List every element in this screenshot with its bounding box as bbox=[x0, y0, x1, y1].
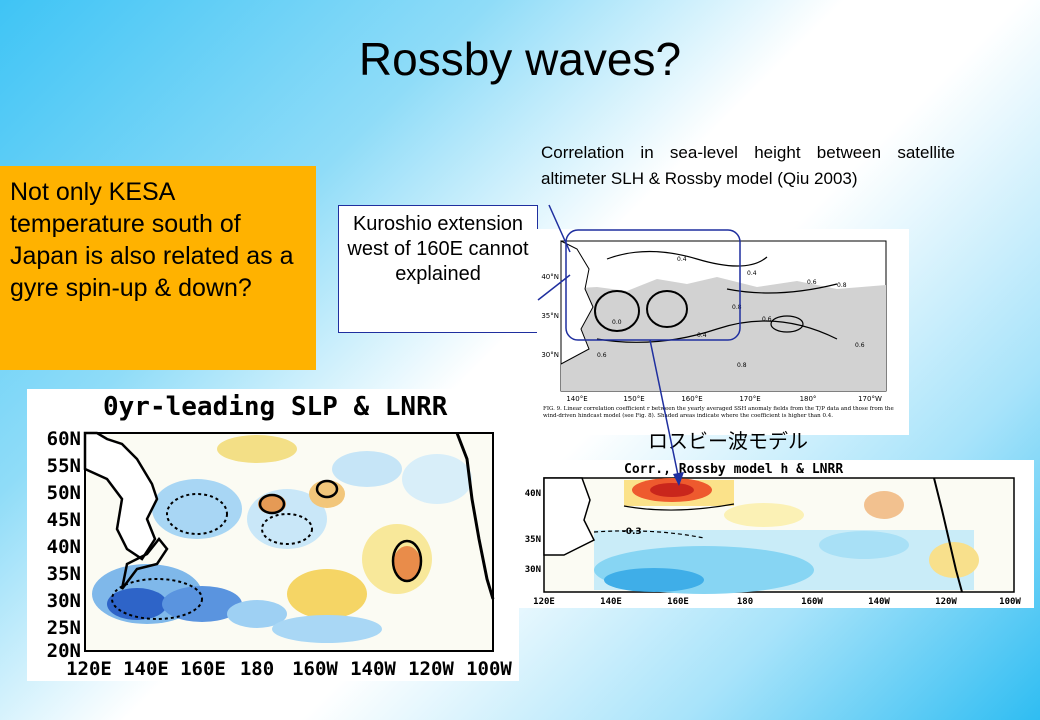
rossby-anomaly-patches bbox=[594, 478, 979, 594]
qiu-contour-label: 0.6 bbox=[597, 352, 607, 359]
slp-lon-label: 140E bbox=[123, 658, 169, 680]
qiu-contour-label: 0.8 bbox=[837, 282, 847, 289]
qiu-contour-label: 0.0 bbox=[612, 319, 622, 326]
slp-lon-label: 120E bbox=[66, 658, 112, 680]
rossby-map-title: Corr., Rossby model h & LNRR bbox=[624, 462, 843, 477]
qiu-lon-label: 180° bbox=[800, 395, 817, 403]
rossby-lon-label: 120W bbox=[935, 597, 957, 607]
slp-lat-label: 35N bbox=[47, 563, 81, 585]
slp-lat-label: 30N bbox=[47, 590, 81, 612]
qiu-contour-label: 0.4 bbox=[747, 270, 757, 277]
slp-lon-label: 100W bbox=[466, 658, 512, 680]
slp-lat-label: 25N bbox=[47, 617, 81, 639]
slp-lat-label: 20N bbox=[47, 640, 81, 662]
qiu-lon-label: 140°E bbox=[566, 395, 587, 403]
rossby-contour bbox=[623, 503, 735, 511]
slp-lon-label: 180 bbox=[240, 658, 274, 680]
qiu-figure-caption: FIG. 9. Linear correlation coefficient r… bbox=[543, 406, 894, 419]
rossby-model-map: Corr., Rossby model h & LNRR -0.3 40N 35… bbox=[504, 460, 1034, 608]
rossby-lon-label: 120E bbox=[533, 597, 555, 607]
rossby-dashed-contour bbox=[593, 530, 705, 539]
slp-lon-label: 120W bbox=[408, 658, 454, 680]
qiu-shaded-area bbox=[561, 277, 886, 391]
slp-lnrr-map: 0yr-leading SLP & LNRR bbox=[27, 389, 519, 681]
slp-lat-label: 40N bbox=[47, 536, 81, 558]
rossby-lon-label: 100W bbox=[999, 597, 1021, 607]
correlation-description: Correlation in sea-level height between … bbox=[541, 143, 955, 188]
kuroshio-callout-text: Kuroshio extension west of 160E cannot e… bbox=[347, 213, 529, 285]
qiu-lon-label: 160°E bbox=[681, 395, 702, 403]
slp-dashed-contours bbox=[111, 493, 313, 620]
slp-solid-contours bbox=[258, 479, 423, 583]
japan-coastline bbox=[120, 536, 169, 590]
rossby-lat-label: 35N bbox=[525, 535, 541, 545]
slp-map-title: 0yr-leading SLP & LNRR bbox=[103, 392, 448, 422]
slp-lat-label: 50N bbox=[47, 482, 81, 504]
qiu-lat-label: 30°N bbox=[541, 351, 559, 359]
slp-lon-label: 140W bbox=[350, 658, 396, 680]
qiu-lat-label: 35°N bbox=[541, 312, 559, 320]
qiu-contour-label: 0.6 bbox=[762, 316, 772, 323]
qiu-lon-label: 170°W bbox=[858, 395, 882, 403]
qiu-contour-label: 0.6 bbox=[807, 279, 817, 286]
rossby-lon-label: 160W bbox=[801, 597, 823, 607]
america-coastline bbox=[455, 432, 495, 600]
rossby-lon-label: 180 bbox=[737, 597, 753, 607]
orange-note-text: Not only KESA temperature south of Japan… bbox=[10, 178, 294, 302]
slide-title: Rossby waves? bbox=[358, 33, 682, 85]
rossby-lon-label: 140W bbox=[868, 597, 890, 607]
qiu-contour-label: 0.6 bbox=[855, 342, 865, 349]
rossby-lon-label: 160E bbox=[667, 597, 689, 607]
qiu-lon-label: 170°E bbox=[739, 395, 760, 403]
america-coastline bbox=[933, 477, 963, 593]
rossby-contour-label: -0.3 bbox=[622, 527, 642, 537]
slp-lon-label: 160E bbox=[180, 658, 226, 680]
qiu-contour-label: 0.8 bbox=[732, 304, 742, 311]
asia-coastline bbox=[83, 431, 159, 561]
slp-lon-label: 160W bbox=[292, 658, 338, 680]
qiu-contour-label: 0.4 bbox=[677, 256, 687, 263]
slp-lat-label: 60N bbox=[47, 428, 81, 450]
rossby-lat-label: 30N bbox=[525, 565, 541, 575]
qiu-lat-label: 40°N bbox=[541, 273, 559, 281]
asia-coastline bbox=[543, 477, 596, 556]
qiu-contour-label: 0.8 bbox=[737, 362, 747, 369]
orange-note-box: Not only KESA temperature south of Japan… bbox=[0, 166, 316, 370]
rossby-model-jp-label: ロスビー波モデル bbox=[648, 431, 808, 453]
kuroshio-callout-box: Kuroshio extension west of 160E cannot e… bbox=[338, 205, 538, 333]
slp-lat-label: 55N bbox=[47, 455, 81, 477]
slp-lat-label: 45N bbox=[47, 509, 81, 531]
qiu-correlation-figure: 0.4 0.4 0.6 0.8 0.0 0.8 0.4 0.6 0.6 0.8 … bbox=[537, 229, 909, 435]
rossby-lat-label: 40N bbox=[525, 489, 541, 499]
qiu-contour-label: 0.4 bbox=[697, 332, 707, 339]
qiu-lon-label: 150°E bbox=[623, 395, 644, 403]
rossby-lon-label: 140E bbox=[600, 597, 622, 607]
